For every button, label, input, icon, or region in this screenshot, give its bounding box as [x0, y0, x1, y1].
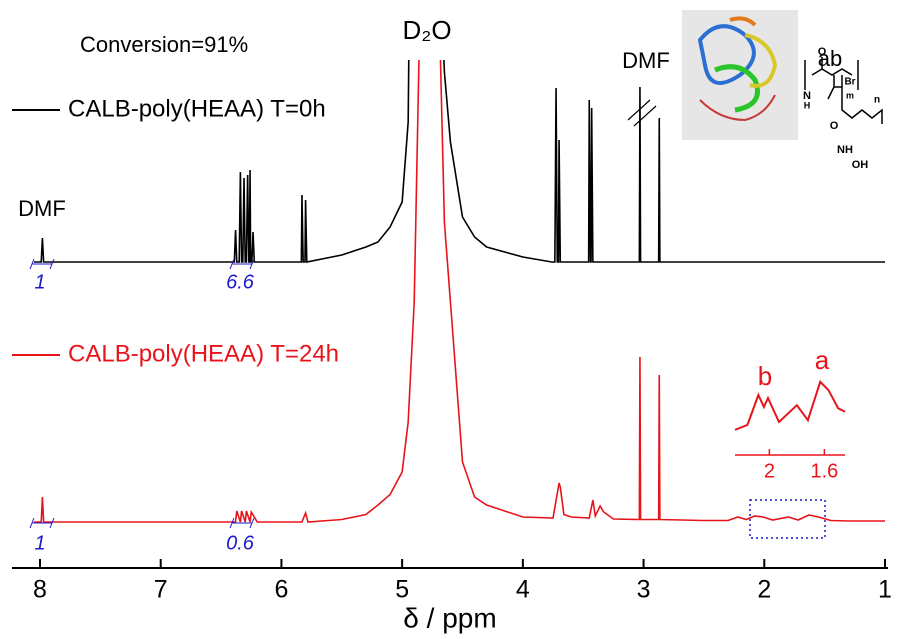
- x-tick-label: 4: [516, 576, 530, 604]
- integral-mark: [229, 517, 255, 529]
- integral-label: 1: [34, 271, 45, 293]
- structure-label: n: [874, 95, 880, 106]
- x-tick-label: 5: [395, 576, 409, 604]
- structure-label: Br: [844, 77, 855, 88]
- inset-tick-label: 2: [764, 460, 775, 482]
- x-axis-label: δ / ppm: [403, 602, 496, 633]
- integral-label: 1: [34, 532, 45, 554]
- annotation: DMF: [622, 48, 670, 73]
- integral-label: 6.6: [226, 271, 255, 293]
- break-mark: [627, 99, 657, 127]
- annotation: D₂O: [402, 15, 451, 45]
- legend-label: CALB-poly(HEAA) T=0h: [68, 95, 326, 122]
- integral-label: 0.6: [226, 532, 255, 554]
- structure-label: NH: [837, 144, 853, 156]
- annotation: DMF: [18, 196, 66, 221]
- legend-label: CALB-poly(HEAA) T=24h: [68, 340, 339, 367]
- integral-mark: [29, 517, 55, 529]
- structure-label: H: [804, 100, 811, 110]
- x-tick-label: 7: [154, 576, 168, 604]
- structure-label: O: [830, 120, 839, 132]
- integral-mark: [229, 258, 255, 270]
- structure-label: OH: [852, 159, 869, 171]
- structure-label: O: [818, 46, 827, 58]
- structure-label: N: [803, 90, 811, 102]
- x-tick-label: 6: [274, 576, 288, 604]
- spectrum-line: [33, 60, 885, 263]
- x-tick-label: 8: [33, 576, 47, 604]
- structure-picture: [682, 10, 883, 140]
- annotation: Conversion=91%: [80, 32, 248, 57]
- spectrum-line: [33, 60, 885, 523]
- structure-label: m: [846, 90, 854, 100]
- x-tick-label: 1: [878, 576, 892, 604]
- inset-tick-label: 1.6: [810, 460, 838, 482]
- inset-peak-label: a: [815, 345, 830, 375]
- integral-mark: [29, 258, 55, 270]
- structure-label: ab: [818, 46, 842, 71]
- x-tick-label: 3: [637, 576, 651, 604]
- x-tick-label: 2: [757, 576, 771, 604]
- zoom-box: [749, 499, 826, 539]
- plot-area: [33, 60, 885, 523]
- inset-peak-label: b: [758, 361, 772, 391]
- inset-line: [734, 379, 846, 431]
